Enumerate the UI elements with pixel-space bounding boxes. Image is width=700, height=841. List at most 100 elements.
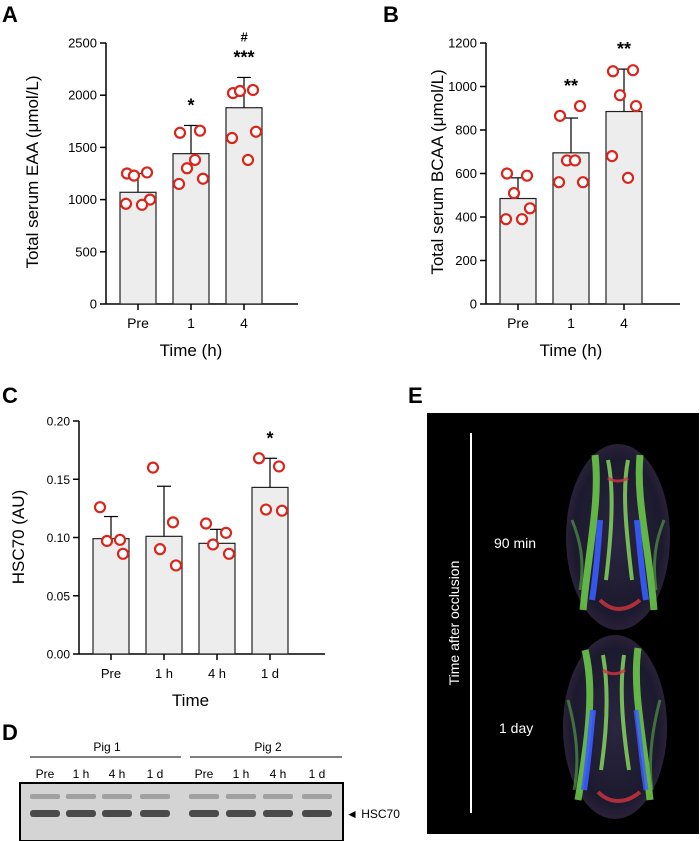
blot-band-hsc70: [263, 810, 293, 817]
dti-axis-label: Time after occlusion: [446, 561, 462, 686]
data-point: [146, 461, 160, 474]
y-tick-label: 400: [455, 210, 477, 225]
blot-lane-label: 1 d: [309, 767, 326, 781]
y-tick-label: 1500: [68, 140, 97, 155]
data-point: [552, 176, 566, 189]
y-tick-label: 0.10: [47, 531, 71, 545]
data-point: [252, 452, 266, 465]
blot-band-hsc70: [189, 810, 219, 817]
data-point: [576, 176, 590, 189]
significance-mark: ***: [233, 47, 254, 67]
data-point: [621, 171, 635, 184]
blot-lane-label: 4 h: [109, 767, 126, 781]
x-tick-label: Pre: [101, 666, 121, 681]
bar: [605, 110, 643, 305]
data-point: [140, 166, 154, 179]
data-point: [196, 172, 210, 185]
data-point: [605, 150, 619, 163]
significance-mark: *: [266, 428, 273, 448]
y-axis-label: Total serum BCAA (μmol/L): [428, 69, 447, 274]
data-point: [515, 213, 529, 226]
blot-lane-labels: Pre 1 h 4 h 1 d Pre 1 h 4 h 1 d: [36, 767, 326, 781]
data-point: [100, 534, 114, 548]
blot-lane-label: Pre: [195, 767, 214, 781]
panel-label-a: A: [2, 2, 18, 27]
dti-label-90min: 90 min: [494, 535, 536, 551]
blot-band-hsc70: [66, 810, 96, 817]
data-point: [275, 504, 289, 517]
y-axis-label: Total serum EAA (μmol/L): [23, 75, 42, 268]
western-blot: Pig 1 Pig 2 Pre 1 h 4 h 1 d Pre 1 h 4 h 1 d ◄ H…: [19, 740, 400, 841]
blot-band-label: ◄ HSC70: [346, 807, 400, 821]
blot-lane-label: 1 h: [233, 767, 250, 781]
chart-a: 0 500 1000 1500 2000 2500 Total serum EAA (μmo…: [23, 29, 298, 360]
y-tick-label: 0: [470, 297, 477, 312]
y-tick-label: 200: [455, 253, 477, 268]
y-tick-label: 1000: [68, 192, 97, 207]
x-tick-label: Pre: [507, 315, 529, 331]
blot-lane-label: 1 d: [147, 767, 164, 781]
data-point: [225, 131, 239, 145]
y-tick-label: 600: [455, 166, 477, 181]
data-point: [259, 503, 273, 516]
data-point: [499, 213, 513, 226]
blot-band-upper: [189, 794, 219, 799]
blot-group-pig1: Pig 1: [93, 740, 121, 754]
bar: [198, 542, 236, 655]
data-point: [568, 154, 582, 167]
blot-lane-label: Pre: [36, 767, 55, 781]
data-point: [135, 198, 149, 211]
brain-image-1day: [563, 635, 667, 819]
y-tick-label: 2500: [68, 36, 97, 51]
blot-band-hsc70: [102, 810, 132, 817]
x-tick-label: 1: [567, 315, 575, 331]
data-point: [173, 126, 187, 139]
data-point: [180, 162, 194, 175]
y-tick-label: 0.05: [47, 589, 71, 603]
data-point: [153, 543, 167, 556]
blot-band-hsc70: [30, 810, 60, 817]
data-point: [241, 153, 255, 167]
blot-band-upper: [263, 794, 293, 799]
data-point: [553, 109, 567, 122]
blot-band-hsc70: [302, 810, 332, 817]
blot-bands: [30, 794, 332, 817]
blot-band-upper: [102, 794, 132, 799]
dti-label-1day: 1 day: [499, 720, 533, 736]
y-tick-label: 0.15: [47, 473, 71, 487]
blot-band-hsc70: [226, 810, 256, 817]
data-point: [507, 186, 521, 200]
data-point: [93, 501, 107, 514]
significance-mark: **: [564, 76, 578, 96]
blot-band-upper: [302, 794, 332, 799]
x-tick-label: 1: [187, 315, 195, 331]
data-point: [520, 169, 534, 182]
data-point: [233, 84, 247, 98]
y-tick-label: 2000: [68, 88, 97, 103]
significance-mark-secondary: #: [240, 29, 248, 44]
panel-label-b: B: [383, 2, 399, 27]
data-point: [629, 99, 643, 113]
y-axis-label: HSC70 (AU): [9, 490, 28, 584]
blot-band-upper: [30, 794, 60, 799]
brain-image-90min: [566, 444, 670, 630]
data-point: [523, 202, 537, 215]
y-tick-label: 1200: [448, 36, 477, 51]
blot-band-upper: [140, 794, 170, 799]
y-tick-label: 0.00: [47, 648, 71, 662]
data-point: [116, 547, 130, 560]
bar: [119, 191, 157, 305]
x-tick-label: 4: [240, 315, 248, 331]
dti-panel: Time after occlusion 90 min 1 day: [427, 413, 699, 834]
panel-label-d: D: [2, 720, 18, 745]
x-axis-label: Time: [172, 691, 209, 710]
y-tick-label: 500: [75, 244, 97, 259]
x-tick-label: 1 h: [155, 666, 173, 681]
significance-mark: *: [187, 95, 194, 115]
data-point: [166, 516, 180, 529]
x-tick-label: 4: [620, 315, 628, 331]
blot-band-upper: [66, 794, 96, 799]
y-tick-label: 1000: [448, 79, 477, 94]
data-point: [222, 547, 236, 560]
